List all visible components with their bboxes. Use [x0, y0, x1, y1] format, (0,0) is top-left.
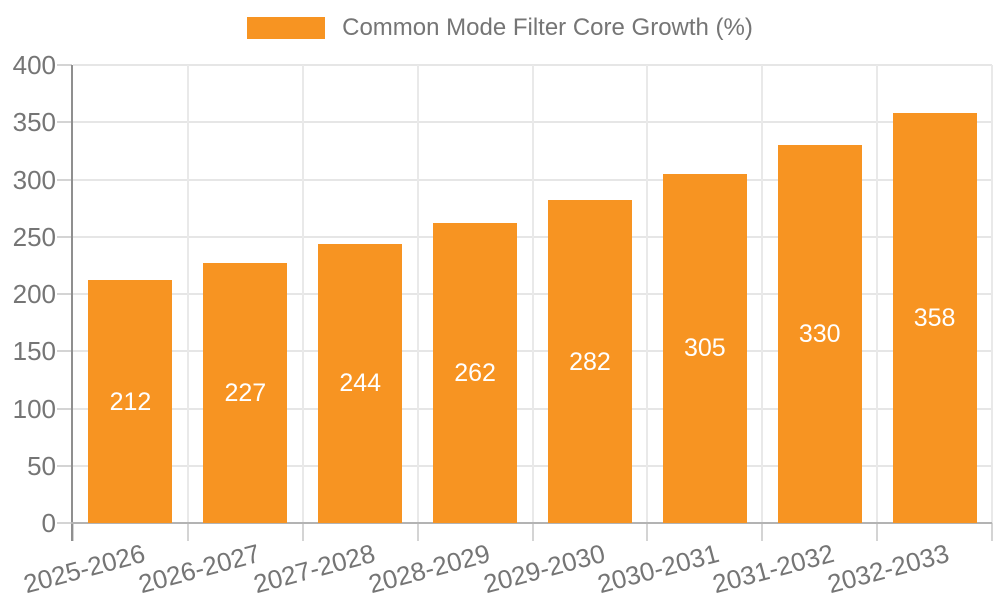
x-axis-tick [416, 523, 419, 541]
y-axis-tick-label: 300 [12, 164, 56, 195]
x-axis-line [71, 522, 992, 524]
x-gridline [186, 65, 189, 523]
x-axis-category-label: 2032-2033 [685, 538, 952, 599]
y-axis-tick [57, 235, 72, 238]
y-axis-tick-label: 0 [41, 508, 56, 538]
x-gridline [991, 65, 993, 523]
bar[interactable] [203, 263, 288, 523]
bar[interactable] [662, 173, 747, 523]
y-axis-tick [57, 350, 72, 353]
x-axis-tick [646, 523, 649, 541]
y-axis-tick [57, 64, 72, 66]
y-axis-tick-label: 150 [12, 336, 56, 367]
y-axis-tick [57, 464, 72, 467]
x-gridline [301, 65, 304, 523]
legend[interactable]: Common Mode Filter Core Growth (%) [0, 14, 1000, 42]
y-axis-tick-label: 50 [27, 450, 56, 481]
y-axis-tick [57, 121, 72, 124]
x-gridline [416, 65, 419, 523]
x-gridline [531, 65, 534, 523]
x-axis-category-label-text: 2032-2033 [824, 538, 953, 600]
bar[interactable] [318, 243, 403, 523]
legend-swatch [247, 17, 326, 39]
x-gridline [761, 65, 764, 523]
x-axis-tick [186, 523, 189, 541]
y-axis-tick-label: 200 [12, 279, 56, 309]
bar[interactable] [777, 145, 862, 523]
bar[interactable] [547, 200, 632, 523]
x-axis-tick [531, 523, 534, 541]
y-axis-tick-label: 100 [12, 393, 56, 424]
x-axis-tick [301, 523, 304, 541]
y-axis-tick-label: 350 [12, 107, 56, 138]
x-axis-tick [876, 523, 879, 541]
y-axis-line [71, 65, 73, 541]
x-axis-tick [761, 523, 764, 541]
y-axis-tick-label: 400 [12, 50, 56, 80]
y-axis-tick [57, 522, 72, 524]
x-gridline [876, 65, 879, 523]
legend-label: Common Mode Filter Core Growth (%) [342, 14, 753, 41]
x-gridline [646, 65, 649, 523]
bar[interactable] [892, 113, 977, 523]
y-axis-tick [57, 178, 72, 181]
y-axis-tick [57, 407, 72, 410]
y-axis-tick-label: 250 [12, 221, 56, 252]
x-axis-tick [991, 523, 993, 541]
bar[interactable] [433, 223, 518, 523]
bar[interactable] [88, 280, 173, 523]
x-axis-tick [72, 523, 74, 541]
y-axis-tick [57, 293, 72, 295]
